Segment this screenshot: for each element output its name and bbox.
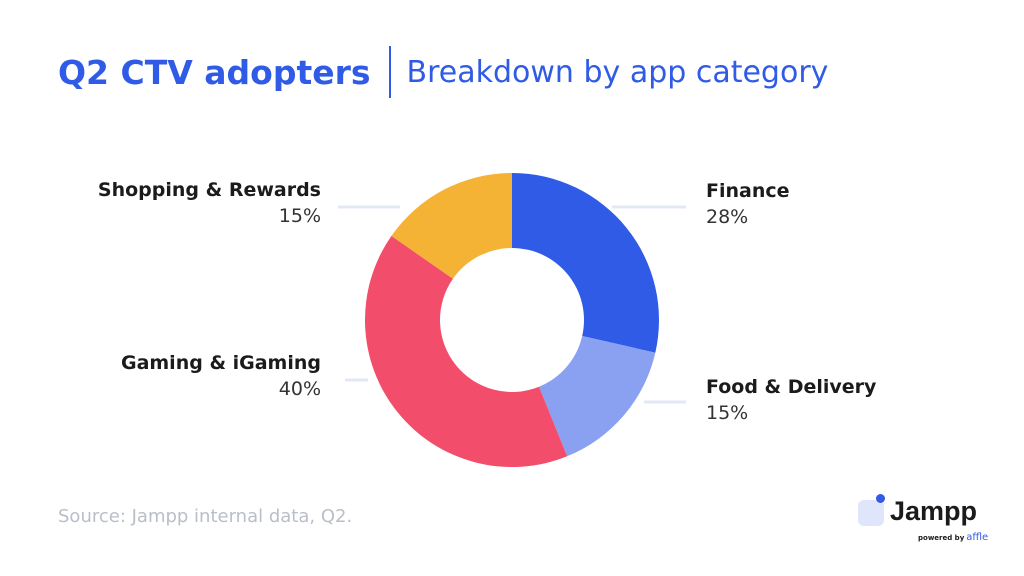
chart-title: Q2 CTV adopters [58, 52, 371, 92]
jampp-logo-dot-icon [876, 494, 885, 503]
jampp-logo-mark-icon [858, 500, 884, 526]
label-gaming-value: 40% [278, 378, 321, 400]
logo-powered-text: powered by [918, 534, 965, 542]
chart-subtitle: Breakdown by app category [406, 54, 829, 90]
logo-powered-by: powered by affle [918, 532, 988, 543]
label-gaming-name: Gaming & iGaming [120, 352, 321, 374]
logo-partner: affle [966, 532, 989, 543]
label-finance: Finance 28% [706, 178, 790, 230]
donut-slice-food-delivery [539, 336, 656, 457]
source-note: Source: Jampp internal data, Q2. [58, 506, 353, 527]
label-shopping: Shopping & Rewards 15% [98, 177, 321, 229]
label-finance-value: 28% [706, 206, 749, 228]
jampp-logo: Jampp powered by affle [856, 494, 996, 550]
label-food-delivery-value: 15% [706, 402, 749, 424]
label-finance-name: Finance [706, 180, 790, 202]
title-divider [388, 46, 391, 98]
label-food-delivery: Food & Delivery 15% [706, 374, 876, 426]
label-gaming: Gaming & iGaming 40% [121, 350, 321, 402]
label-food-delivery-name: Food & Delivery [706, 376, 877, 398]
logo-brand: Jampp [890, 496, 978, 526]
label-shopping-value: 15% [278, 205, 321, 227]
donut-slice-gaming-igaming [365, 235, 568, 467]
donut-slice-shopping-rewards [391, 173, 512, 279]
donut-slice-finance [512, 173, 659, 353]
label-shopping-name: Shopping & Rewards [97, 179, 321, 201]
title-row: Q2 CTV adopters Breakdown by app categor… [58, 44, 828, 100]
